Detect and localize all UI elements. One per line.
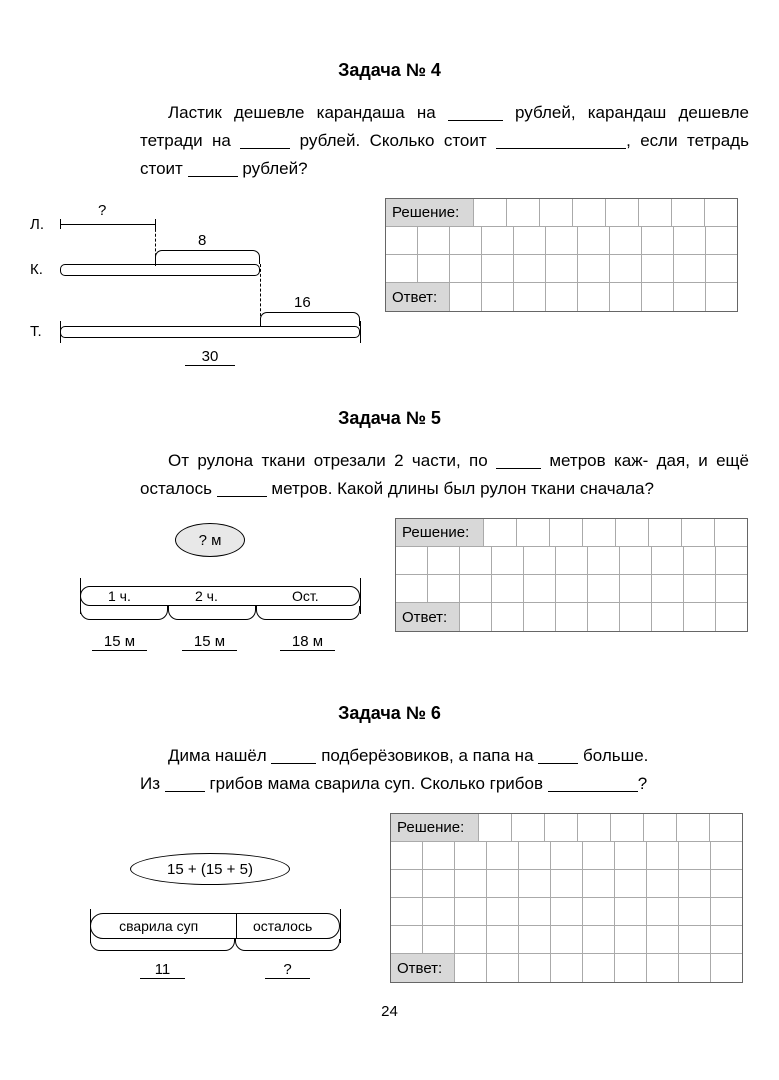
blank[interactable] — [240, 132, 290, 149]
blank[interactable] — [217, 480, 267, 497]
d4-t-bar — [60, 326, 360, 338]
d5-s2: 2 ч. — [195, 588, 218, 604]
d4-T: Т. — [30, 323, 42, 340]
page: Задача № 4 Ластик дешевле карандаша на р… — [0, 0, 779, 1050]
blank[interactable] — [165, 775, 205, 792]
task4-row: Л. К. Т. ? 8 16 30 Решение: — [30, 198, 749, 378]
t6-p3: больше. — [583, 746, 648, 765]
blank[interactable] — [496, 132, 626, 149]
d5-s1: 1 ч. — [108, 588, 131, 604]
d6-s2: осталось — [226, 918, 339, 934]
d4-seg8 — [155, 250, 260, 264]
t6-p2: подберёзовиков, а папа на — [321, 746, 533, 765]
d4-q: ? — [98, 202, 106, 219]
task5-diagram: ? м 1 ч. 2 ч. Ост. 15 м 15 м 18 м — [70, 518, 375, 673]
task4-text: Ластик дешевле карандаша на рублей, кара… — [140, 99, 749, 183]
blank[interactable] — [548, 775, 638, 792]
d4-seg16 — [260, 312, 360, 326]
d4-k-bar — [60, 264, 260, 276]
d6-s1: сварила суп — [91, 918, 226, 934]
t4-p7: рублей? — [242, 159, 307, 178]
task4-diagram: Л. К. Т. ? 8 16 30 — [30, 198, 365, 378]
resh-label: Решение: — [391, 814, 479, 842]
d6-v1: 11 — [140, 961, 185, 979]
t6-p1: Дима нашёл — [168, 746, 267, 765]
blank[interactable] — [271, 747, 316, 764]
otv-label: Ответ: — [391, 954, 455, 982]
d6-bar: сварила суп осталось — [90, 913, 340, 939]
d5-v1: 15 м — [92, 633, 147, 651]
task5-grid: Решение: Ответ: — [395, 518, 748, 632]
d4-16: 16 — [294, 294, 311, 311]
task4-grid: Решение: Ответ: — [385, 198, 738, 312]
task5-text: От рулона ткани отрезали 2 части, по мет… — [140, 447, 749, 503]
task6-text: Дима нашёл подберёзовиков, а папа на бол… — [140, 742, 749, 798]
blank[interactable] — [496, 452, 541, 469]
t5-p1: От рулона ткани отрезали 2 части, по — [168, 451, 488, 470]
d5-bubble: ? м — [175, 523, 245, 557]
blank[interactable] — [448, 104, 503, 121]
d4-K: К. — [30, 261, 43, 278]
otv-label: Ответ: — [386, 283, 450, 311]
t6-p6: ? — [638, 774, 647, 793]
t5-p5: ткани сначала? — [531, 479, 654, 498]
otv-label: Ответ: — [396, 603, 460, 631]
task5-row: ? м 1 ч. 2 ч. Ост. 15 м 15 м 18 м Решени… — [70, 518, 749, 673]
d4-30: 30 — [185, 348, 235, 366]
t6-p4: Из — [140, 774, 160, 793]
blank[interactable] — [538, 747, 578, 764]
page-number: 24 — [30, 1003, 749, 1020]
t6-p5: грибов мама сварила суп. Сколько грибов — [209, 774, 543, 793]
task5-title: Задача № 5 — [30, 408, 749, 429]
task6-row: 15 + (15 + 5) сварила суп осталось 11 ? … — [70, 813, 749, 983]
d5-s3: Ост. — [292, 588, 319, 604]
t4-p1: Ластик дешевле карандаша на — [168, 103, 436, 122]
t5-p2: метров каж- — [549, 451, 648, 470]
d4-l-bar — [60, 224, 155, 225]
t4-p4: рублей. Сколько стоит — [300, 131, 487, 150]
d4-8: 8 — [198, 232, 206, 249]
resh-label: Решение: — [396, 519, 484, 547]
d6-ellipse: 15 + (15 + 5) — [130, 853, 290, 885]
t5-p4: метров. Какой длины был рулон — [271, 479, 526, 498]
task6-diagram: 15 + (15 + 5) сварила суп осталось 11 ? — [70, 813, 370, 983]
task6-title: Задача № 6 — [30, 703, 749, 724]
d5-v2: 15 м — [182, 633, 237, 651]
blank[interactable] — [188, 160, 238, 177]
d4-L: Л. — [30, 216, 44, 233]
d5-v3: 18 м — [280, 633, 335, 651]
t4-p2: рублей, карандаш — [515, 103, 666, 122]
d6-v2: ? — [265, 961, 310, 979]
task6-grid: Решение: Ответ: — [390, 813, 743, 983]
task4-title: Задача № 4 — [30, 60, 749, 81]
resh-label: Решение: — [386, 199, 474, 227]
t4-p5: , — [626, 131, 631, 150]
